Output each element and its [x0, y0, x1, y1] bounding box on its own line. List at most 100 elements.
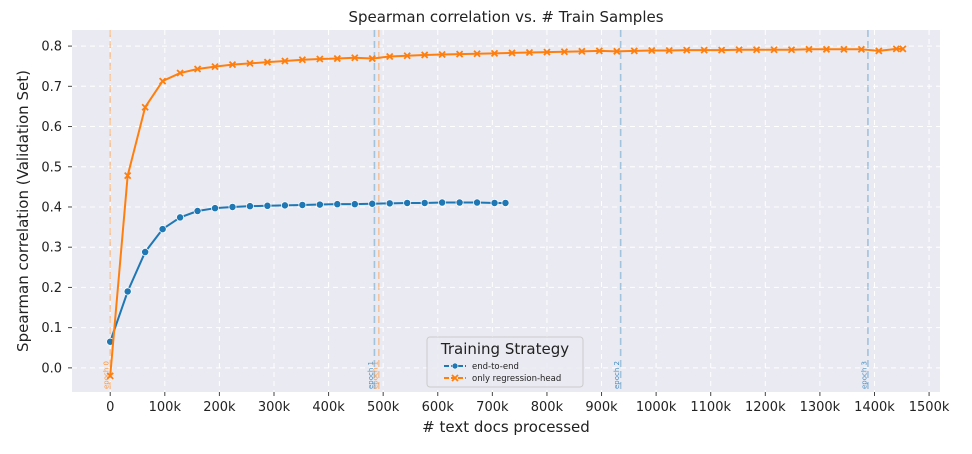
x-tick-label: 100k	[149, 400, 182, 415]
data-point	[455, 198, 464, 207]
legend-marker-circle	[451, 362, 459, 370]
data-point	[473, 198, 482, 207]
data-point	[421, 51, 429, 59]
y-tick-label: 0.5	[41, 160, 62, 175]
epoch-label: epoch 1	[371, 361, 379, 389]
series-only-regression-head	[106, 45, 907, 380]
x-tick-label: 1200k	[745, 400, 786, 415]
data-point	[176, 213, 185, 222]
data-point	[368, 54, 376, 63]
data-point	[752, 46, 761, 54]
data-point	[386, 52, 394, 61]
y-tick-label: 0.8	[41, 40, 62, 55]
x-tick-label: 300k	[258, 400, 291, 415]
data-point	[630, 47, 638, 55]
data-point	[246, 59, 254, 68]
legend-box	[426, 336, 584, 388]
data-point	[106, 372, 114, 380]
x-tick-label: 800k	[531, 400, 564, 415]
data-point	[403, 52, 411, 60]
grid-layer	[72, 30, 940, 392]
legend-item-only-regression-head: only regression-head	[444, 374, 561, 384]
data-point	[351, 54, 359, 62]
data-point	[770, 46, 778, 54]
x-tick-label: 1300k	[800, 400, 841, 415]
y-tick-label: 0.0	[41, 361, 62, 376]
series-end-to-end	[106, 198, 510, 346]
x-tick-label: 200k	[203, 400, 236, 415]
y-tick-label: 0.3	[41, 241, 62, 256]
x-tick-label: 500k	[367, 400, 400, 415]
data-point	[211, 62, 219, 71]
data-point	[683, 46, 691, 54]
legend: Training Strategy end-to-end only regres…	[426, 336, 584, 388]
data-point	[892, 45, 900, 53]
x-axis-title: # text docs processed	[422, 418, 590, 436]
data-point	[333, 54, 341, 63]
x-tick-label: 0	[106, 400, 114, 415]
epoch-label: epoch 2	[613, 361, 621, 389]
y-ticks: 0.0 0.1 0.2 0.3 0.4 0.5 0.6 0.7 0.8	[41, 40, 72, 376]
data-point	[316, 55, 324, 63]
y-tick-label: 0.2	[41, 281, 62, 296]
data-point	[560, 48, 569, 56]
data-point	[490, 199, 499, 207]
data-point	[315, 200, 324, 209]
data-point	[700, 46, 708, 54]
data-point	[787, 46, 796, 54]
data-point	[840, 45, 848, 53]
data-point	[420, 199, 429, 207]
data-point	[595, 47, 603, 55]
data-point	[176, 69, 184, 77]
data-point	[473, 50, 481, 58]
x-tick-label: 900k	[585, 400, 618, 415]
data-point	[228, 60, 237, 69]
data-point	[648, 46, 656, 55]
legend-item-end-to-end: end-to-end	[444, 362, 519, 372]
chart-title: Spearman correlation vs. # Train Samples	[348, 8, 663, 26]
data-point	[211, 204, 219, 213]
legend-label-only-regression-head: only regression-head	[472, 374, 561, 384]
epoch-label: epoch 1	[367, 361, 375, 389]
data-point	[158, 225, 167, 234]
data-point	[438, 198, 447, 207]
data-point	[899, 45, 907, 53]
data-point	[141, 103, 149, 111]
legend-label-end-to-end: end-to-end	[472, 362, 519, 372]
data-point	[455, 50, 464, 58]
data-point	[298, 56, 307, 64]
data-point	[385, 199, 394, 208]
data-point	[333, 200, 342, 209]
x-tick-label: 1000k	[636, 400, 677, 415]
data-point	[280, 201, 289, 210]
y-tick-label: 0.7	[41, 80, 62, 95]
x-tick-label: 700k	[476, 400, 509, 415]
x-tick-label: 1100k	[690, 400, 731, 415]
y-tick-label: 0.4	[41, 200, 62, 215]
data-point	[263, 201, 272, 210]
x-ticks: 0 100k 200k 300k 400k 500k 600k 700k 800k 900k 100…	[106, 392, 950, 415]
data-point	[350, 200, 359, 209]
legend-title: Training Strategy	[440, 340, 569, 358]
data-point	[158, 77, 167, 85]
data-point	[298, 201, 307, 209]
data-point	[123, 287, 132, 296]
data-point	[525, 48, 534, 57]
data-point	[822, 45, 831, 53]
data-point	[193, 65, 202, 73]
data-point	[613, 47, 621, 55]
y-tick-label: 0.6	[41, 120, 62, 135]
data-point	[508, 49, 516, 57]
data-point	[228, 203, 237, 211]
data-point	[403, 199, 412, 207]
data-point	[124, 171, 132, 180]
series-layer	[106, 45, 907, 380]
data-point	[141, 248, 150, 256]
x-tick-label: 400k	[312, 400, 345, 415]
legend-marker-x	[451, 374, 459, 382]
x-tick-label: 600k	[422, 400, 455, 415]
data-point	[665, 46, 673, 55]
data-point	[857, 45, 866, 53]
x-tick-label: 1400k	[854, 400, 895, 415]
